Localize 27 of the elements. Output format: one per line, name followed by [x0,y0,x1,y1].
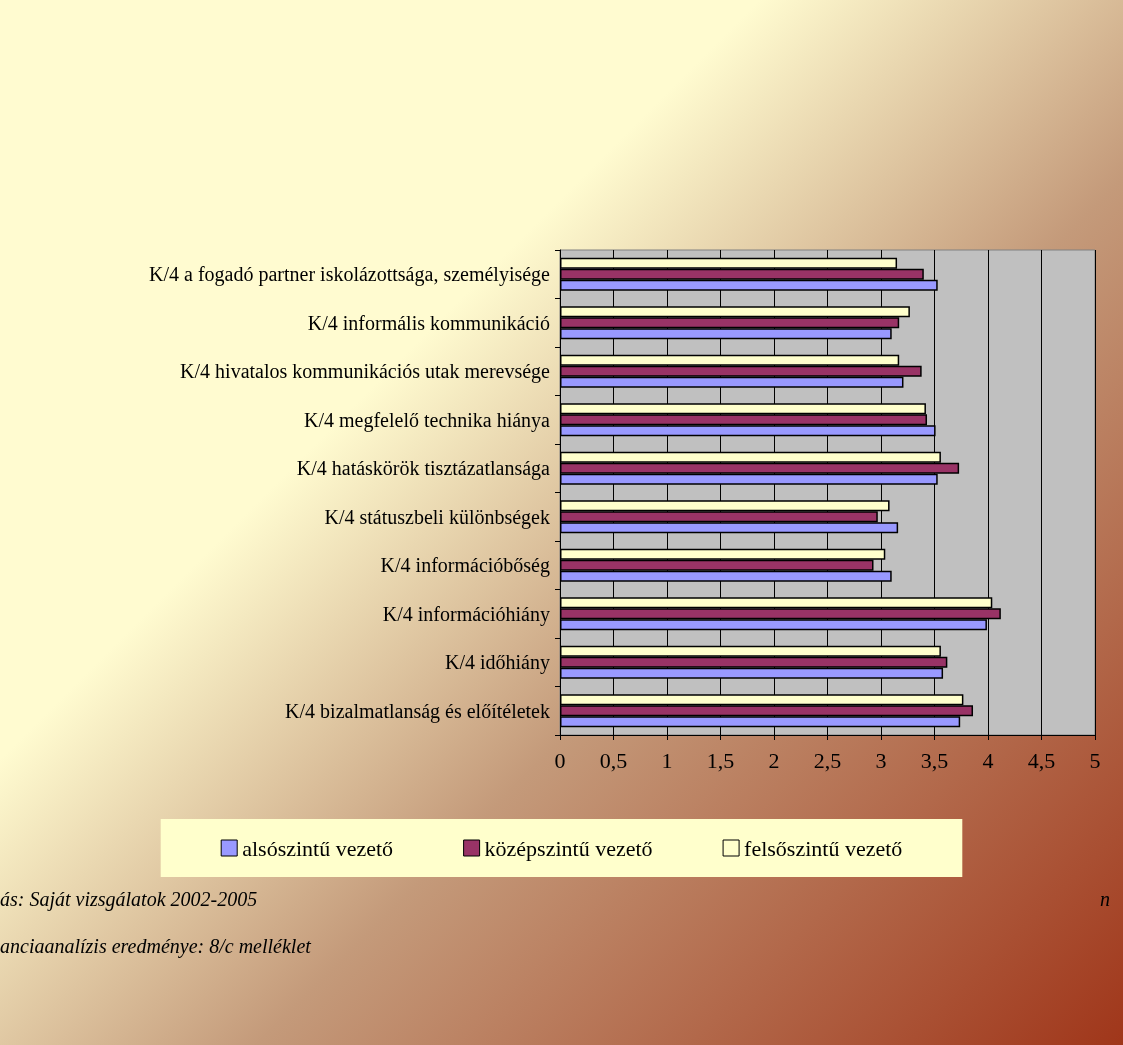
y-tick-label: K/4 státuszbeli különbségek [324,505,550,529]
legend-label: felsőszintű vezető [744,835,903,861]
y-tick-label: K/4 a fogadó partner iskolázottsága, személyisége [149,263,551,287]
x-tick-label: 0,5 [599,747,628,773]
y-tick-label: K/4 megfelelő technika hiánya [303,408,551,432]
y-tick-label: K/4 információbőség [380,554,550,578]
legend-label: alsószintű vezető [242,835,394,861]
y-tick-label: K/4 információhiány [382,602,550,626]
y-tick-label: K/4 informális kommunikáció [307,311,550,334]
x-tick-label: 0 [554,747,566,773]
x-tick-label: 1 [661,747,673,773]
x-tick-label: 4,5 [1027,747,1056,773]
text: anciaanalízis eredménye: 8/c melléklet [0,935,311,958]
y-tick-label: K/4 hivatalos kommunikációs utak merevsége [180,360,551,384]
x-tick-label: 4 [982,747,994,773]
x-tick-label: 5 [1089,747,1101,773]
text: ás: Saját vizsgálatok 2002-2005 [0,888,258,911]
y-tick-label: K/4 bizalmatlanság és előítéletek [285,699,550,723]
text: n [1100,888,1110,911]
x-tick-label: 2 [768,747,780,773]
x-tick-label: 1,5 [706,747,735,773]
x-tick-label: 3,5 [920,747,949,773]
legend-label: középszintű vezető [484,835,653,861]
x-tick-label: 3 [875,747,887,773]
y-tick-label: K/4 időhiány [445,651,550,675]
x-tick-label: 2,5 [813,747,842,773]
y-tick-label: K/4 hatáskörök tisztázatlansága [296,457,551,481]
